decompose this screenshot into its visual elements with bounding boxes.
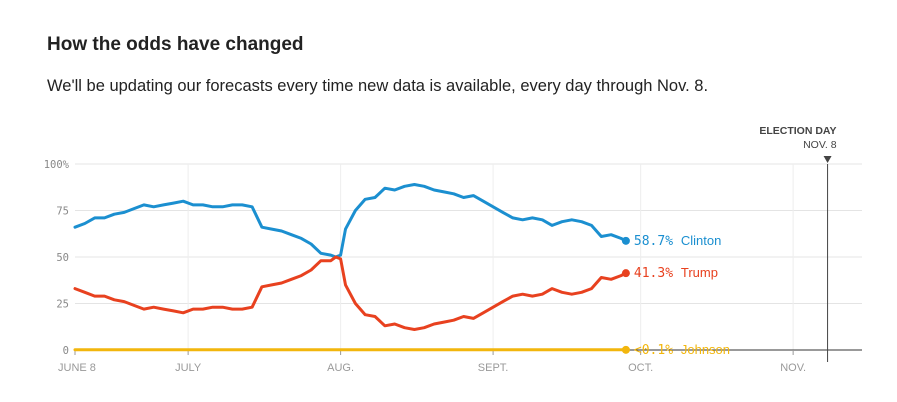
clinton-end-point — [621, 236, 630, 245]
clinton-end-value: 58.7% — [634, 234, 681, 249]
trump-end-point — [621, 269, 630, 278]
gridlines — [75, 163, 862, 350]
trump-end-name: Trump — [681, 265, 718, 280]
johnson-end-point — [621, 345, 630, 354]
clinton-series-line — [73, 183, 628, 259]
trump-end-label: 41.3% Trump — [634, 265, 718, 281]
y-tick-label: 75 — [56, 206, 69, 218]
chart-subtitle: We'll be updating our forecasts every ti… — [47, 77, 709, 95]
x-tick-label: SEPT. — [478, 362, 509, 374]
x-tick-label: JUNE 8 — [58, 362, 96, 374]
trump-end-value: 41.3% — [634, 266, 681, 281]
y-tick-label: 0 — [63, 345, 69, 357]
trump-series-line — [73, 255, 628, 331]
y-tick-label: 50 — [56, 252, 69, 264]
election-day-label: ELECTION DAY — [759, 125, 836, 137]
clinton-end-label: 58.7% Clinton — [634, 233, 721, 249]
election-day-marker: ELECTION DAY NOV. 8 — [759, 125, 837, 362]
johnson-end-name: Johnson — [681, 342, 730, 357]
x-tick-label: AUG. — [327, 362, 354, 374]
johnson-end-value: <0.1% — [634, 343, 681, 358]
x-tick-label: JULY — [175, 362, 202, 374]
y-tick-label: 100% — [44, 159, 70, 171]
johnson-end-label: <0.1% Johnson — [634, 342, 730, 358]
chart-title: How the odds have changed — [47, 34, 304, 55]
y-tick-label: 25 — [56, 299, 69, 311]
x-tick-label: NOV. — [780, 362, 806, 374]
series-lines — [73, 183, 630, 354]
axes: 0 25 50 75 100% JUNE 8 JULY AUG. SEPT. OCT. NOV. — [44, 159, 862, 374]
election-day-date: NOV. 8 — [803, 139, 837, 151]
series-end-labels: 58.7% Clinton 41.3% Trump <0.1% Johnson — [634, 233, 730, 358]
clinton-end-name: Clinton — [681, 233, 721, 248]
election-day-arrow — [823, 156, 832, 163]
x-tick-label: OCT. — [628, 362, 653, 374]
